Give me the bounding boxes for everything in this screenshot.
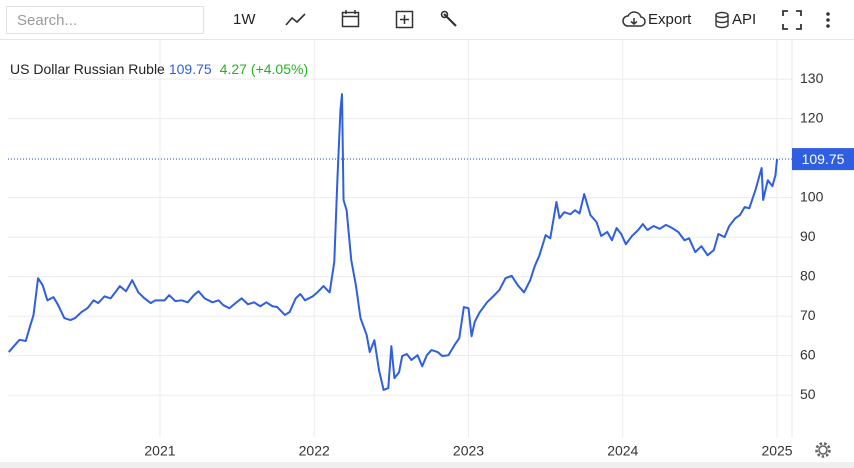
y-tick-label: 100 — [800, 188, 824, 204]
interval-button[interactable]: 1W — [233, 11, 256, 28]
last-price-tag — [792, 148, 854, 171]
gear-ring — [818, 445, 828, 455]
scroll-strip — [0, 462, 854, 468]
export-button[interactable]: Export — [648, 11, 692, 28]
icon — [622, 11, 646, 27]
y-tick-label: 60 — [800, 346, 816, 362]
icon — [715, 11, 729, 19]
x-tick-label: 2025 — [761, 443, 792, 459]
legend-change-pct: (+4.05%) — [251, 61, 308, 77]
toolbar: Search... 1W Export API — [0, 0, 854, 40]
x-tick-label: 2022 — [299, 443, 330, 459]
y-tick-label: 80 — [800, 267, 816, 283]
y-tick-label: 130 — [800, 70, 824, 86]
legend-title: US Dollar Russian Ruble — [10, 61, 165, 77]
icon — [715, 15, 729, 29]
x-tick-label: 2021 — [144, 443, 175, 459]
legend: US Dollar Russian Ruble 109.75 4.27 (+4.05%… — [10, 61, 308, 77]
y-tick-label: 90 — [800, 228, 816, 244]
x-tick-label: 2024 — [607, 443, 638, 459]
legend-change: 4.27 — [220, 61, 247, 77]
icon — [826, 12, 830, 16]
icon — [826, 24, 830, 28]
icon — [782, 10, 802, 30]
menu-button[interactable] — [823, 10, 833, 30]
settings-icon[interactable] — [815, 442, 831, 458]
icon — [443, 13, 457, 27]
price-line — [8, 93, 779, 391]
export-icon — [622, 11, 646, 27]
icon — [285, 13, 306, 26]
compare-button[interactable] — [395, 10, 415, 30]
icon — [630, 18, 638, 25]
api-icon — [715, 11, 729, 29]
tools-button[interactable] — [440, 10, 460, 30]
grid — [8, 40, 792, 437]
y-tick-label: 70 — [800, 307, 816, 323]
y-tick-label: 120 — [800, 109, 824, 125]
icon — [341, 11, 360, 28]
chart-type-button[interactable] — [285, 10, 307, 30]
legend-price: 109.75 — [169, 61, 212, 77]
calendar-button[interactable] — [341, 9, 361, 29]
last-price-label: 109.75 — [802, 151, 845, 167]
search-input[interactable]: Search... — [6, 6, 204, 34]
icon — [395, 10, 414, 29]
y-tick-label: 50 — [800, 386, 816, 402]
fullscreen-button[interactable] — [782, 10, 802, 30]
x-tick-label: 2023 — [453, 443, 484, 459]
icon — [440, 10, 449, 19]
gear-teeth — [815, 442, 831, 458]
api-button[interactable]: API — [732, 11, 757, 28]
icon — [826, 18, 830, 22]
